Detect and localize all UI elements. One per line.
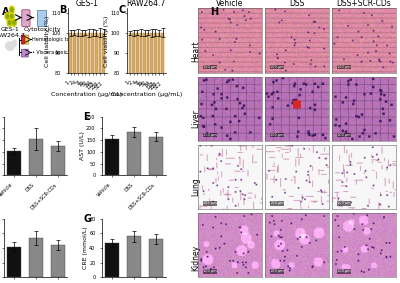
Text: 100 μm: 100 μm xyxy=(337,201,351,205)
Text: A: A xyxy=(2,7,9,17)
Bar xyxy=(98,33,101,235)
Text: 100 μm: 100 μm xyxy=(270,133,284,137)
Y-axis label: Liver: Liver xyxy=(191,109,200,128)
Circle shape xyxy=(11,8,13,11)
Circle shape xyxy=(12,40,17,47)
Circle shape xyxy=(8,21,11,24)
Bar xyxy=(105,139,119,175)
Text: GES-1
RAW264.7: GES-1 RAW264.7 xyxy=(0,27,26,38)
Bar xyxy=(95,33,98,235)
Text: 100 μm: 100 μm xyxy=(270,65,284,69)
Bar xyxy=(91,33,94,235)
Bar xyxy=(162,33,164,235)
Bar xyxy=(143,33,146,235)
Bar xyxy=(154,33,157,235)
Y-axis label: Heart: Heart xyxy=(191,41,200,62)
Bar xyxy=(51,245,64,277)
Bar xyxy=(149,239,163,277)
Circle shape xyxy=(11,15,13,18)
Y-axis label: Cell viability (%): Cell viability (%) xyxy=(45,15,50,67)
Text: Hematologic toxicity: Hematologic toxicity xyxy=(32,37,83,42)
Circle shape xyxy=(7,19,12,26)
X-axis label: Concentration (μg/mL): Concentration (μg/mL) xyxy=(52,92,123,97)
Bar xyxy=(73,33,76,235)
FancyBboxPatch shape xyxy=(21,49,28,57)
Title: RAW264.7: RAW264.7 xyxy=(127,0,166,8)
Y-axis label: CRE (mmol/L): CRE (mmol/L) xyxy=(83,227,88,269)
Text: 100 μm: 100 μm xyxy=(270,269,284,273)
Bar xyxy=(77,33,79,235)
Bar xyxy=(127,132,141,175)
Bar xyxy=(102,33,105,235)
Bar xyxy=(7,246,20,277)
Circle shape xyxy=(12,19,16,26)
FancyBboxPatch shape xyxy=(25,35,28,44)
FancyBboxPatch shape xyxy=(36,10,46,26)
Text: 100 μm: 100 μm xyxy=(270,201,284,205)
Circle shape xyxy=(10,13,14,20)
Y-axis label: AST (U/L): AST (U/L) xyxy=(80,132,85,160)
Circle shape xyxy=(5,13,10,20)
Text: Cytotoxicity: Cytotoxicity xyxy=(23,27,61,32)
Bar xyxy=(132,33,135,235)
Bar xyxy=(147,33,150,235)
Bar xyxy=(80,33,83,235)
FancyBboxPatch shape xyxy=(22,10,30,27)
FancyBboxPatch shape xyxy=(21,35,24,44)
Bar xyxy=(51,146,64,175)
Text: 100 μm: 100 μm xyxy=(203,133,217,137)
Text: 100 μm: 100 μm xyxy=(203,201,217,205)
Bar xyxy=(127,236,141,277)
X-axis label: Concentration (μg/mL): Concentration (μg/mL) xyxy=(111,92,182,97)
Ellipse shape xyxy=(5,42,15,51)
Y-axis label: Kidney: Kidney xyxy=(191,245,200,271)
Y-axis label: Cell viability (%): Cell viability (%) xyxy=(104,15,109,67)
Title: Vehicle: Vehicle xyxy=(216,0,244,8)
Bar xyxy=(29,139,42,175)
Text: G: G xyxy=(83,214,91,224)
Text: 100 μm: 100 μm xyxy=(337,133,351,137)
Bar xyxy=(158,33,160,235)
Text: 100 μm: 100 μm xyxy=(203,269,217,273)
Text: 100 μm: 100 μm xyxy=(337,269,351,273)
Bar xyxy=(150,33,153,235)
Text: 100 μm: 100 μm xyxy=(337,65,351,69)
Text: 100 μm: 100 μm xyxy=(203,65,217,69)
Text: H: H xyxy=(210,7,218,17)
Text: B: B xyxy=(59,5,66,15)
Bar xyxy=(7,151,20,175)
Bar xyxy=(29,238,42,277)
Circle shape xyxy=(13,21,15,24)
Bar xyxy=(105,243,119,277)
Bar xyxy=(128,33,131,235)
Title: DSS+SCR-CDs: DSS+SCR-CDs xyxy=(337,0,392,8)
Circle shape xyxy=(10,6,14,13)
Bar xyxy=(140,33,142,235)
Y-axis label: Lung: Lung xyxy=(191,177,200,196)
Title: GES-1: GES-1 xyxy=(76,0,98,8)
Bar xyxy=(69,33,72,235)
Bar xyxy=(88,33,90,235)
Title: DSS: DSS xyxy=(290,0,305,8)
Bar xyxy=(136,33,138,235)
Text: E: E xyxy=(83,112,90,122)
Text: • Viscera toxicity: • Viscera toxicity xyxy=(32,50,74,55)
Text: C: C xyxy=(118,5,126,15)
Circle shape xyxy=(6,15,8,18)
Bar xyxy=(84,33,86,235)
Bar xyxy=(149,137,163,175)
